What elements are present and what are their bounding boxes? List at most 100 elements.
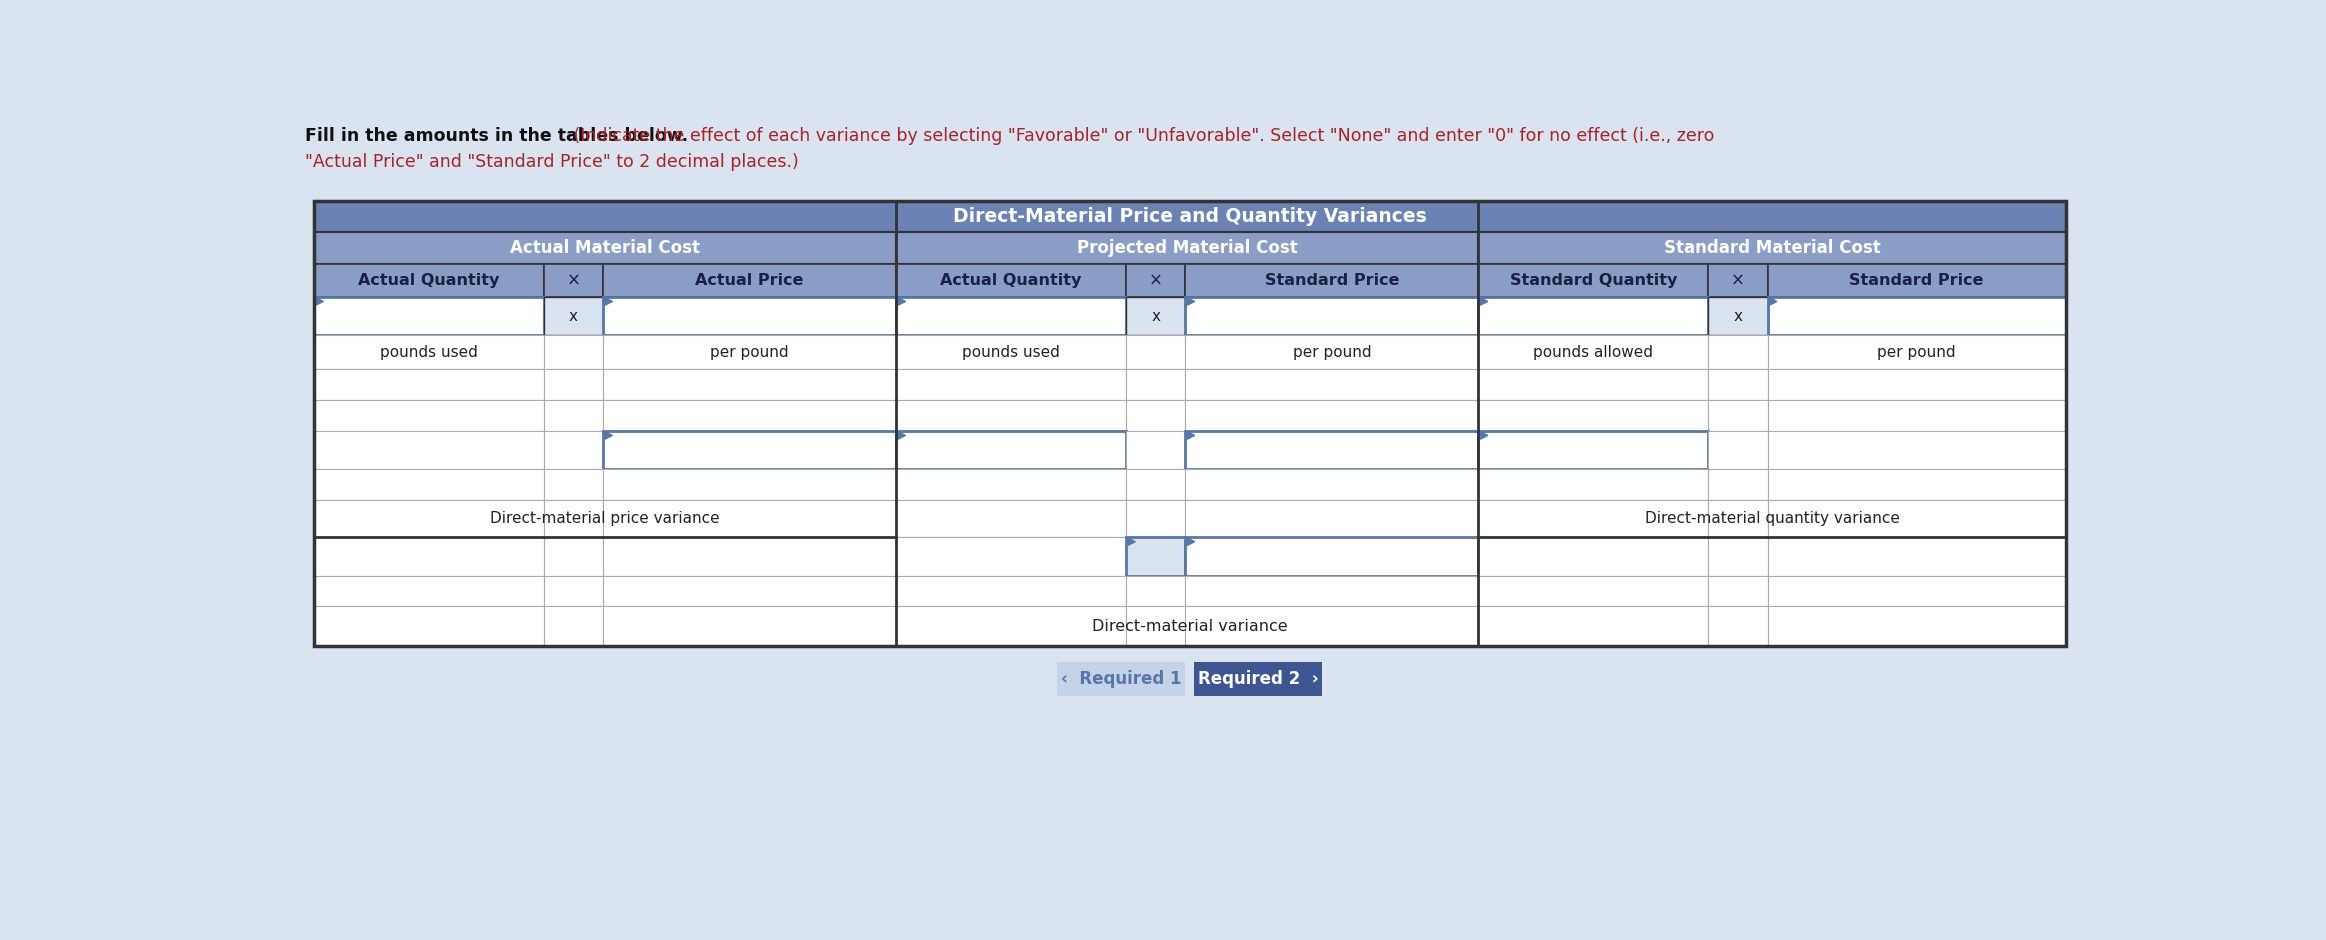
- Bar: [1126, 400, 1186, 431]
- Bar: [314, 400, 544, 431]
- Text: Actual Quantity: Actual Quantity: [358, 274, 500, 289]
- Text: x: x: [570, 308, 577, 323]
- Bar: [314, 336, 544, 369]
- Bar: [544, 537, 602, 575]
- Bar: [1707, 369, 1768, 400]
- Bar: [1707, 500, 1768, 537]
- Bar: [1126, 469, 1186, 500]
- Bar: [544, 400, 602, 431]
- Bar: [544, 264, 602, 297]
- Bar: [1479, 264, 1707, 297]
- Text: pounds used: pounds used: [963, 345, 1061, 360]
- Bar: [1186, 431, 1479, 469]
- Bar: [602, 400, 896, 431]
- Polygon shape: [898, 431, 905, 439]
- Text: (Indicate the effect of each variance by selecting "Favorable" or "Unfavorable".: (Indicate the effect of each variance by…: [568, 127, 1714, 145]
- Bar: [1186, 469, 1479, 500]
- Bar: [896, 369, 1126, 400]
- Text: Projected Material Cost: Projected Material Cost: [1077, 240, 1298, 258]
- Text: Direct-material variance: Direct-material variance: [1091, 619, 1289, 634]
- Bar: [314, 469, 544, 500]
- Bar: [602, 336, 896, 369]
- Bar: [314, 575, 544, 606]
- Bar: [602, 369, 896, 400]
- Bar: [1707, 537, 1768, 575]
- Bar: [544, 297, 602, 336]
- Bar: [896, 336, 1126, 369]
- Bar: [602, 264, 896, 297]
- Bar: [314, 201, 2065, 647]
- Polygon shape: [898, 298, 905, 306]
- Bar: [602, 469, 896, 500]
- Bar: [544, 575, 602, 606]
- Polygon shape: [1479, 298, 1489, 306]
- Bar: [1707, 575, 1768, 606]
- Bar: [1186, 575, 1479, 606]
- Text: Standard Price: Standard Price: [1849, 274, 1984, 289]
- Bar: [544, 369, 602, 400]
- Text: Direct-material price variance: Direct-material price variance: [491, 511, 721, 526]
- Bar: [1479, 500, 1707, 537]
- Text: Actual Material Cost: Actual Material Cost: [509, 240, 700, 258]
- Bar: [1479, 431, 1707, 469]
- Bar: [1126, 431, 1186, 469]
- Bar: [1479, 606, 1707, 647]
- Bar: [896, 537, 1126, 575]
- Bar: [544, 431, 602, 469]
- Polygon shape: [1128, 538, 1135, 545]
- Text: Actual Price: Actual Price: [695, 274, 805, 289]
- Bar: [896, 500, 1126, 537]
- Text: x: x: [1733, 308, 1742, 323]
- Bar: [1707, 431, 1768, 469]
- Bar: [602, 575, 896, 606]
- Bar: [896, 297, 1126, 336]
- Bar: [896, 469, 1126, 500]
- Bar: [1479, 400, 1707, 431]
- Bar: [1126, 369, 1186, 400]
- Bar: [314, 431, 544, 469]
- Polygon shape: [1186, 538, 1196, 545]
- Bar: [896, 232, 1479, 264]
- Bar: [602, 606, 896, 647]
- Polygon shape: [1770, 298, 1777, 306]
- Polygon shape: [605, 298, 612, 306]
- Bar: [314, 201, 2065, 232]
- Bar: [1126, 297, 1186, 336]
- Bar: [1479, 336, 1707, 369]
- Text: ×: ×: [568, 272, 582, 290]
- Bar: [544, 469, 602, 500]
- Text: ‹  Required 1: ‹ Required 1: [1061, 670, 1182, 688]
- Text: Actual Quantity: Actual Quantity: [940, 274, 1082, 289]
- Bar: [1768, 431, 2065, 469]
- Bar: [1126, 575, 1186, 606]
- Bar: [1193, 662, 1321, 697]
- Text: Fill in the amounts in the tables below.: Fill in the amounts in the tables below.: [305, 127, 688, 145]
- Bar: [1707, 400, 1768, 431]
- Bar: [544, 336, 602, 369]
- Text: per pound: per pound: [1293, 345, 1372, 360]
- Bar: [896, 575, 1126, 606]
- Bar: [1768, 400, 2065, 431]
- Text: Standard Material Cost: Standard Material Cost: [1663, 240, 1879, 258]
- Text: Standard Price: Standard Price: [1265, 274, 1400, 289]
- Bar: [1768, 369, 2065, 400]
- Bar: [1126, 264, 1186, 297]
- Bar: [314, 264, 544, 297]
- Bar: [602, 431, 896, 469]
- Polygon shape: [316, 298, 323, 306]
- Bar: [291, 113, 2093, 194]
- Bar: [1186, 297, 1479, 336]
- Bar: [896, 606, 1126, 647]
- Bar: [1768, 297, 2065, 336]
- Bar: [1768, 606, 2065, 647]
- Bar: [896, 264, 1126, 297]
- Text: ×: ×: [1149, 272, 1163, 290]
- Polygon shape: [1186, 298, 1196, 306]
- Bar: [1126, 500, 1186, 537]
- Bar: [544, 606, 602, 647]
- Bar: [1186, 606, 1479, 647]
- Text: ×: ×: [1731, 272, 1744, 290]
- Bar: [314, 500, 544, 537]
- Bar: [544, 500, 602, 537]
- Bar: [1126, 606, 1186, 647]
